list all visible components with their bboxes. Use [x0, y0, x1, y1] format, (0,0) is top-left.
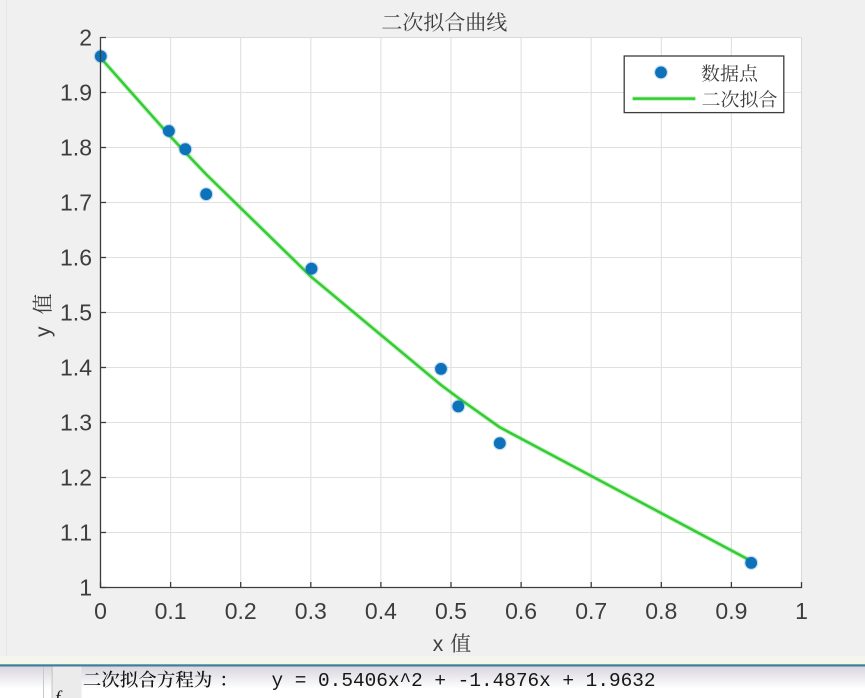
svg-text:1: 1 [79, 574, 92, 600]
svg-text:0.1: 0.1 [155, 598, 187, 624]
svg-text:2: 2 [79, 24, 92, 50]
svg-text:x: x [433, 633, 444, 656]
svg-text:1.6: 1.6 [60, 244, 92, 270]
svg-text:0.5: 0.5 [435, 598, 467, 624]
svg-text:1.5: 1.5 [60, 299, 92, 325]
svg-text:1.7: 1.7 [60, 189, 92, 215]
svg-text:1: 1 [795, 598, 808, 624]
svg-text:y: y [32, 326, 55, 337]
svg-text:1.2: 1.2 [60, 464, 92, 490]
svg-text:0.4: 0.4 [365, 598, 397, 624]
svg-text:0.2: 0.2 [225, 598, 257, 624]
svg-text:1.4: 1.4 [60, 354, 92, 380]
svg-text:0.9: 0.9 [715, 598, 747, 624]
svg-text:0.3: 0.3 [295, 598, 327, 624]
svg-text:f: f [55, 688, 63, 698]
svg-text:1.3: 1.3 [60, 409, 92, 435]
svg-text:0.6: 0.6 [505, 598, 537, 624]
svg-text:y = 0.5406x^2 + -1.4876x + 1.9: y = 0.5406x^2 + -1.4876x + 1.9632 [272, 670, 656, 692]
svg-text:1.8: 1.8 [60, 134, 92, 160]
svg-text:1.1: 1.1 [60, 519, 92, 545]
svg-text:0: 0 [94, 598, 107, 624]
svg-text:0.7: 0.7 [575, 598, 607, 624]
svg-text:1.9: 1.9 [60, 79, 92, 105]
svg-text:0.8: 0.8 [645, 598, 677, 624]
